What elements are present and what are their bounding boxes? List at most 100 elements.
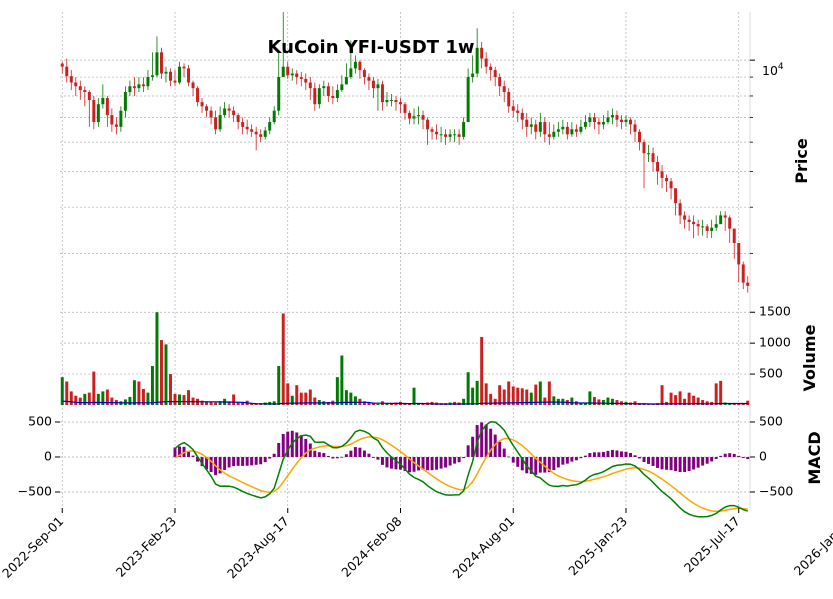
macd-histogram-bar bbox=[606, 450, 610, 457]
macd-histogram-bar bbox=[687, 456, 691, 471]
volume-bar bbox=[592, 396, 596, 405]
candle-body bbox=[466, 77, 470, 123]
volume-bar bbox=[209, 401, 213, 405]
volume-bar bbox=[534, 384, 538, 405]
candle-body bbox=[146, 77, 150, 87]
macd-histogram-bar bbox=[732, 453, 736, 457]
candle-body bbox=[101, 97, 105, 105]
volume-bar bbox=[123, 399, 127, 405]
macd-histogram-bar bbox=[367, 453, 371, 457]
macd-histogram-bar bbox=[178, 446, 181, 457]
macd-histogram-bar bbox=[196, 456, 200, 462]
candle-body bbox=[525, 119, 529, 127]
candle-body bbox=[710, 227, 714, 231]
candle-body bbox=[290, 73, 294, 76]
candle-body bbox=[164, 71, 168, 74]
macd-histogram-bar bbox=[340, 456, 344, 458]
volume-bar bbox=[493, 398, 497, 405]
macd-histogram-bar bbox=[728, 453, 732, 457]
candle-body bbox=[259, 134, 263, 137]
macd-histogram-bar bbox=[322, 452, 326, 457]
macd-histogram-bar bbox=[344, 454, 348, 457]
macd-histogram-bar bbox=[205, 456, 209, 470]
candle-body bbox=[335, 90, 339, 98]
macd-histogram-bar bbox=[570, 456, 574, 462]
macd-histogram-bar bbox=[507, 456, 511, 458]
volume-bar bbox=[475, 380, 479, 405]
macd-histogram-bar bbox=[218, 456, 222, 474]
macd-histogram-bar bbox=[710, 456, 714, 462]
candle-body bbox=[326, 86, 330, 96]
candle-body bbox=[647, 153, 651, 155]
volume-bar bbox=[529, 392, 533, 405]
macd-line bbox=[174, 421, 748, 518]
candle-body bbox=[349, 68, 353, 78]
x-tick-label: 2026-Jan-08 bbox=[791, 513, 833, 578]
macd-histogram-bar bbox=[674, 456, 678, 472]
candle-body bbox=[236, 115, 240, 123]
volume-bar bbox=[367, 402, 371, 405]
candle-body bbox=[678, 203, 682, 216]
volume-bar bbox=[687, 392, 691, 405]
macd-histogram-bar bbox=[656, 456, 660, 468]
volume-bar bbox=[182, 395, 186, 405]
candle-body bbox=[489, 66, 493, 71]
macd-histogram-bar bbox=[182, 446, 186, 457]
volume-bar bbox=[588, 391, 592, 405]
macd-histogram-bar bbox=[281, 434, 285, 457]
candle-body bbox=[331, 95, 335, 98]
macd-histogram-bar bbox=[191, 455, 195, 457]
candle-body bbox=[421, 115, 425, 120]
macd-histogram-bar bbox=[489, 428, 493, 457]
macd-histogram-bar bbox=[642, 456, 646, 463]
volume-panel bbox=[60, 312, 750, 405]
candle-body bbox=[83, 90, 87, 93]
volume-bar bbox=[200, 400, 204, 405]
candle-body bbox=[746, 282, 750, 286]
candle-body bbox=[371, 80, 375, 89]
macd-histogram-bar bbox=[371, 456, 375, 458]
candle-body bbox=[128, 86, 132, 93]
candle-body bbox=[227, 108, 231, 111]
volume-bar bbox=[92, 371, 96, 405]
volume-bar bbox=[308, 389, 312, 405]
candle-body bbox=[272, 110, 276, 123]
volume-bar bbox=[692, 395, 696, 405]
candle-body bbox=[159, 52, 163, 74]
candle-body bbox=[629, 119, 632, 125]
macd-histogram-bar bbox=[376, 456, 380, 460]
candle-body bbox=[574, 129, 578, 132]
macd-histogram-bar bbox=[534, 456, 538, 475]
volume-bar bbox=[583, 402, 587, 405]
volume-bar bbox=[304, 392, 308, 405]
macd-histogram-bar bbox=[200, 456, 204, 467]
candle-body bbox=[268, 122, 272, 131]
candle-body bbox=[692, 221, 696, 225]
volume-bar bbox=[669, 392, 673, 405]
volume-bar bbox=[236, 402, 240, 405]
volume-bar bbox=[132, 380, 136, 405]
macd-histogram-bar bbox=[610, 449, 614, 457]
macd-histogram-bar bbox=[453, 456, 457, 464]
volume-bar bbox=[683, 398, 687, 405]
candle-body bbox=[624, 119, 628, 123]
candle-body bbox=[317, 88, 321, 105]
macd-tick-label-right: 0 bbox=[759, 448, 767, 463]
candle-body bbox=[556, 129, 560, 132]
macd-histogram-bar bbox=[466, 445, 470, 457]
price-tick-base: 10 bbox=[762, 63, 778, 78]
volume-bar bbox=[290, 395, 294, 405]
volume-bar bbox=[552, 396, 556, 405]
volume-bar bbox=[376, 403, 380, 405]
candle-body bbox=[87, 92, 91, 101]
volume-bar bbox=[741, 403, 745, 405]
volume-bar bbox=[335, 377, 339, 405]
volume-bar bbox=[128, 396, 132, 405]
volume-bar bbox=[511, 386, 515, 405]
macd-histogram-bar bbox=[299, 435, 303, 457]
grid-layer bbox=[60, 12, 750, 508]
candle-body bbox=[741, 264, 745, 283]
macd-histogram-bar bbox=[705, 456, 709, 464]
macd-histogram-bar bbox=[647, 456, 651, 464]
macd-tick-label-right: −500 bbox=[759, 483, 793, 498]
